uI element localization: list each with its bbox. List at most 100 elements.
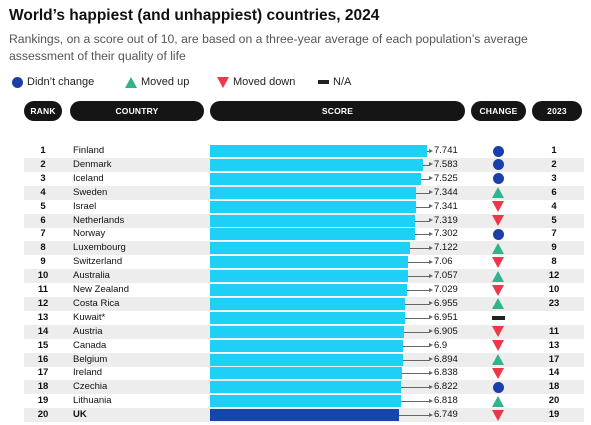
score-value: 7.525	[434, 172, 458, 184]
legend-label: Moved down	[233, 76, 296, 88]
circle-icon	[492, 145, 504, 157]
score-bar	[210, 311, 405, 324]
triangle-up-icon	[125, 76, 137, 88]
leader-line	[401, 373, 430, 375]
score-value: 7.122	[434, 242, 458, 254]
leader-line	[404, 317, 430, 319]
leader-arrow-icon	[429, 398, 433, 403]
legend-label: Didn’t change	[27, 76, 95, 88]
leader-line	[403, 331, 430, 333]
country-label: Norway	[73, 228, 106, 240]
leader-arrow-icon	[429, 176, 433, 181]
country-label: Sweden	[73, 186, 108, 198]
triangle-down-icon	[492, 409, 504, 421]
page-title: World’s happiest (and unhappiest) countr…	[9, 7, 380, 24]
page-subtitle: Rankings, on a score out of 10, are base…	[9, 32, 528, 63]
legend-item-moved-up: Moved up	[125, 74, 189, 90]
country-label: Switzerland	[73, 256, 123, 268]
score-value: 7.302	[434, 228, 458, 240]
leader-line	[403, 345, 430, 347]
triangle-down-icon	[492, 367, 504, 379]
score-value: 6.818	[434, 395, 458, 407]
score-bar	[210, 158, 423, 171]
score-bar	[210, 297, 405, 310]
rank-2023-label: 13	[548, 339, 560, 351]
rank-2023-label: 18	[548, 381, 560, 393]
rank-2023-label: 8	[551, 256, 557, 268]
score-bar	[210, 228, 415, 241]
leader-arrow-icon	[429, 148, 433, 153]
leader-arrow-icon	[429, 357, 433, 361]
country-label: Netherlands	[73, 214, 125, 226]
header-score: SCORE	[210, 101, 465, 121]
country-label: Belgium	[73, 353, 108, 365]
rank-label: 3	[40, 172, 46, 184]
country-label: UK	[73, 409, 87, 421]
rank-2023-label: 5	[551, 214, 557, 226]
rank-label: 8	[40, 242, 46, 254]
rank-2023-label: 10	[548, 284, 560, 295]
rank-2023-label: 4	[551, 200, 557, 212]
score-value: 6.838	[434, 367, 458, 379]
triangle-down-icon	[492, 284, 504, 296]
triangle-up-icon	[492, 187, 504, 199]
rank-label: 19	[37, 395, 49, 407]
rank-2023-label: 23	[548, 297, 560, 309]
leader-line	[415, 192, 430, 194]
legend-item-moved-down: Moved down	[217, 74, 295, 90]
rank-label: 14	[37, 325, 49, 337]
rank-label: 5	[40, 200, 46, 212]
triangle-up-icon	[492, 270, 504, 282]
circle-icon	[492, 381, 504, 393]
score-bar	[210, 395, 402, 408]
leader-line	[414, 234, 430, 236]
rank-label: 1	[40, 145, 46, 156]
score-bar	[210, 214, 416, 227]
country-label: Canada	[73, 339, 107, 351]
score-bar	[210, 256, 408, 269]
rank-label: 18	[37, 381, 49, 393]
country-label: Denmark	[73, 158, 112, 170]
circle-icon	[12, 76, 23, 88]
leader-line	[422, 164, 430, 166]
legend-label: N/A	[333, 76, 352, 88]
rank-label: 7	[40, 228, 46, 240]
country-label: Ireland	[73, 367, 103, 379]
rank-2023-label: 1	[551, 145, 557, 156]
leader-arrow-icon	[429, 301, 433, 306]
score-bar	[210, 145, 427, 157]
score-value: 6.951	[434, 311, 458, 323]
country-label: Kuwait*	[73, 311, 106, 323]
circle-icon	[492, 173, 504, 185]
rank-2023-label: 19	[548, 409, 560, 421]
leader-arrow-icon	[429, 162, 433, 167]
rank-label: 13	[37, 311, 49, 323]
country-label: Lithuania	[73, 395, 112, 407]
score-value: 6.905	[434, 325, 458, 337]
score-bar	[210, 339, 404, 352]
rank-label: 12	[37, 297, 49, 309]
score-value: 6.822	[434, 381, 458, 393]
leader-line	[420, 178, 430, 180]
score-value: 7.344	[434, 186, 458, 198]
triangle-down-icon	[492, 256, 504, 268]
score-bar	[210, 381, 402, 394]
leader-line	[415, 206, 430, 208]
leader-arrow-icon	[429, 190, 433, 195]
leader-arrow-icon	[429, 218, 433, 222]
score-value: 6.749	[434, 409, 458, 421]
leader-line	[399, 415, 430, 417]
leader-line	[407, 262, 430, 264]
leader-line	[427, 151, 430, 152]
score-value: 7.319	[434, 214, 458, 226]
score-value: 7.06	[434, 256, 453, 268]
leader-line	[407, 290, 430, 291]
leader-line	[407, 276, 430, 278]
rank-2023-label: 17	[548, 353, 560, 365]
leader-arrow-icon	[429, 384, 433, 389]
country-label: Iceland	[73, 172, 104, 184]
score-value: 6.9	[434, 339, 448, 351]
triangle-down-icon	[492, 215, 504, 226]
triangle-up-icon	[492, 242, 504, 254]
leader-line	[409, 248, 430, 250]
